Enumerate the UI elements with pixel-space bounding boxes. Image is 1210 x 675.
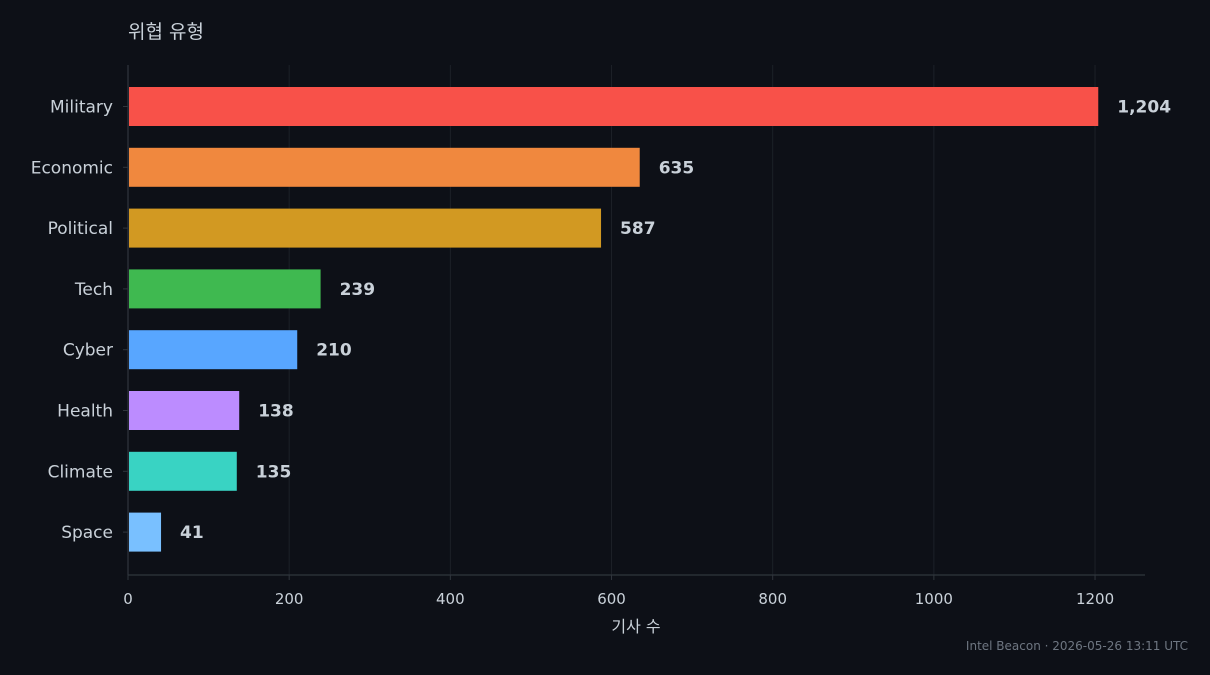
value-label: 635 <box>659 158 695 178</box>
category-label: Climate <box>48 462 113 482</box>
footer-credit: Intel Beacon · 2026-05-26 13:11 UTC <box>966 639 1188 653</box>
value-label: 41 <box>180 523 204 543</box>
bar-cyber <box>129 330 298 370</box>
value-label: 135 <box>256 462 292 482</box>
labels: 0 200 400 600 800 1000 1200 Military 1,204 Econom… <box>31 98 1172 609</box>
x-tick-label: 0 <box>123 590 133 608</box>
bar-space <box>129 512 162 552</box>
value-label: 210 <box>316 341 352 361</box>
x-tick-label: 600 <box>597 590 626 608</box>
category-label: Cyber <box>63 341 113 361</box>
category-label: Tech <box>74 280 113 300</box>
bar-political <box>129 208 602 248</box>
x-tick-label: 1000 <box>915 590 953 608</box>
chart-title: 위협 유형 <box>128 21 204 43</box>
x-tick-label: 800 <box>758 590 787 608</box>
x-axis-label: 기사 수 <box>611 617 660 636</box>
grid-lines <box>288 65 1096 575</box>
category-label: Space <box>61 523 113 543</box>
value-label: 239 <box>340 280 376 300</box>
bar-climate <box>129 451 237 491</box>
x-tick-label: 200 <box>275 590 304 608</box>
category-label: Economic <box>31 158 113 178</box>
value-label: 138 <box>258 402 294 422</box>
bar-tech <box>129 269 321 309</box>
category-label: Military <box>50 98 113 118</box>
axes <box>123 65 1145 580</box>
bars <box>129 87 1099 552</box>
value-label: 587 <box>620 219 656 239</box>
x-tick-label: 400 <box>436 590 465 608</box>
category-label: Health <box>57 402 113 422</box>
bar-military <box>129 87 1099 126</box>
bar-health <box>129 391 240 430</box>
value-label: 1,204 <box>1117 98 1171 118</box>
bar-economic <box>129 147 640 187</box>
category-label: Political <box>48 219 113 239</box>
x-tick-label: 1200 <box>1076 590 1114 608</box>
